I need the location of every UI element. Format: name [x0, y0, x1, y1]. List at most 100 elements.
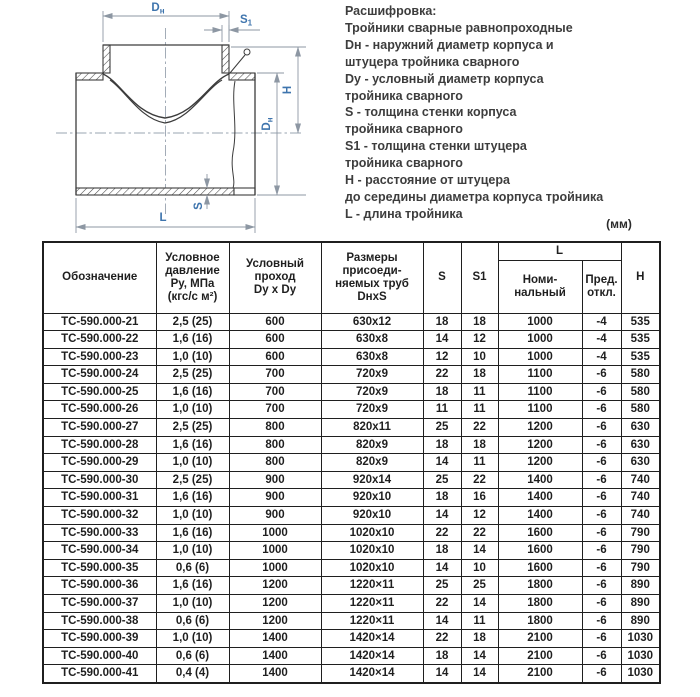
table-cell: 720x9: [320, 382, 424, 402]
table-cell: 1,0 (10): [155, 453, 230, 472]
table-cell: 12: [422, 347, 462, 367]
table-cell: ТС-590.000-34: [42, 541, 157, 560]
table-cell: 720x9: [320, 400, 424, 420]
table-cell: -6: [581, 400, 622, 420]
table-cell: 800: [228, 418, 322, 437]
table-row: ТС-590.000-33 1,6 (16) 1000 1020x10 22 22 1600…: [42, 523, 661, 543]
table-cell: 600: [228, 347, 322, 367]
table-cell: 630: [620, 435, 661, 455]
col-header-pressure: Условное давление Ру, МПа (кгс/с м²): [155, 241, 230, 314]
table-cell: 1220×11: [320, 594, 424, 613]
table-cell: 12: [460, 506, 499, 525]
dim-label-l: L: [159, 212, 166, 224]
table-cell: 25: [460, 576, 499, 595]
table-cell: 2100: [497, 629, 583, 648]
table-cell: 890: [620, 576, 661, 595]
table-cell: 1100: [497, 400, 583, 420]
table-cell: 14: [422, 506, 462, 525]
table-cell: ТС-590.000-26: [42, 400, 157, 420]
dimensions: [75, 11, 306, 233]
table-cell: ТС-590.000-27: [42, 418, 157, 437]
table-cell: 22: [422, 594, 462, 613]
table-row: ТС-590.000-27 2,5 (25) 800 820x11 25 22 1200 -6…: [42, 418, 661, 437]
table-cell: 2,5 (25): [155, 470, 230, 490]
table-cell: 1600: [497, 558, 583, 578]
table-cell: 1600: [497, 541, 583, 560]
table-cell: 11: [460, 611, 499, 631]
table-cell: ТС-590.000-29: [42, 453, 157, 472]
table-cell: 0,4 (4): [155, 664, 230, 684]
table-cell: 1200: [228, 611, 322, 631]
table-row: ТС-590.000-30 2,5 (25) 900 920x14 25 22 1400 -6…: [42, 470, 661, 490]
centerlines: [56, 28, 304, 214]
dim-label-dn-right: Dн: [261, 117, 275, 130]
table-cell: 580: [620, 382, 661, 402]
table-row: ТС-590.000-31 1,6 (16) 900 920x10 18 16 1400 -6…: [42, 488, 661, 508]
table-cell: 900: [228, 506, 322, 525]
table-cell: 1600: [497, 523, 583, 543]
table-cell: 740: [620, 506, 661, 525]
table-cell: 790: [620, 558, 661, 578]
table-cell: ТС-590.000-32: [42, 506, 157, 525]
table-cell: 720x9: [320, 365, 424, 384]
table-cell: 740: [620, 470, 661, 490]
table-cell: -6: [581, 453, 622, 472]
table-cell: 1800: [497, 611, 583, 631]
table-cell: 25: [422, 470, 462, 490]
table-cell: 1,6 (16): [155, 576, 230, 595]
table-cell: 18: [422, 488, 462, 508]
table-cell: ТС-590.000-23: [42, 347, 157, 367]
table-cell: 1400: [497, 470, 583, 490]
spec-table-body: ТС-590.000-21 2,5 (25) 600 630x12 18 18 1000 -4…: [42, 312, 661, 684]
table-cell: -6: [581, 594, 622, 613]
table-cell: 1020x10: [320, 523, 424, 543]
table-cell: 0,6 (6): [155, 646, 230, 666]
table-row: ТС-590.000-40 0,6 (6) 1400 1420×14 18 14 2100-…: [42, 646, 661, 666]
table-cell: 740: [620, 488, 661, 508]
table-cell: 1200: [228, 594, 322, 613]
legend-line: тройника сварного: [345, 122, 463, 137]
table-cell: 14: [422, 664, 462, 684]
table-cell: 2,5 (25): [155, 365, 230, 384]
table-row: ТС-590.000-36 1,6 (16) 1200 1220×11 25 25 1800…: [42, 576, 661, 595]
table-cell: 18: [422, 382, 462, 402]
break-line: [231, 80, 236, 189]
table-cell: 1420×14: [320, 664, 424, 684]
table-cell: 1000: [228, 558, 322, 578]
table-cell: 18: [422, 646, 462, 666]
table-cell: 2100: [497, 646, 583, 666]
legend-block: Расшифровка: Тройники сварные равнопрохо…: [345, 3, 697, 223]
legend-line: L - длина тройника: [345, 206, 463, 221]
table-row: ТС-590.000-24 2,5 (25) 700 720x9 22 18 1100 -6 5…: [42, 365, 661, 384]
table-cell: -6: [581, 470, 622, 490]
table-cell: 1220×11: [320, 611, 424, 631]
table-cell: 1800: [497, 576, 583, 595]
table-cell: 18: [460, 435, 499, 455]
table-cell: -4: [581, 347, 622, 367]
table-cell: ТС-590.000-40: [42, 646, 157, 666]
table-row: ТС-590.000-22 1,6 (16) 600 630x8 14 12 1000 -4 5…: [42, 330, 661, 349]
table-cell: -6: [581, 646, 622, 666]
table-cell: ТС-590.000-31: [42, 488, 157, 508]
table-cell: 600: [228, 312, 322, 332]
col-header-bore: Условный проход Dy x Dy: [228, 241, 322, 314]
table-cell: ТС-590.000-35: [42, 558, 157, 578]
table-cell: 1800: [497, 594, 583, 613]
table-cell: 11: [460, 382, 499, 402]
table-cell: 16: [460, 488, 499, 508]
table-cell: 800: [228, 453, 322, 472]
table-row: ТС-590.000-32 1,0 (10) 900 920x10 14 12 1400 -6…: [42, 506, 661, 525]
col-header-h: H: [620, 241, 661, 314]
table-cell: 1000: [497, 312, 583, 332]
table-cell: 580: [620, 365, 661, 384]
table-cell: 10: [460, 347, 499, 367]
table-cell: 1200: [228, 576, 322, 595]
table-cell: 1000: [228, 523, 322, 543]
table-cell: 1100: [497, 382, 583, 402]
table-cell: 920x10: [320, 506, 424, 525]
table-cell: 1,0 (10): [155, 506, 230, 525]
table-cell: 22: [422, 629, 462, 648]
col-header-designation: Обозначение: [42, 241, 157, 314]
table-cell: ТС-590.000-36: [42, 576, 157, 595]
table-cell: 1420×14: [320, 646, 424, 666]
